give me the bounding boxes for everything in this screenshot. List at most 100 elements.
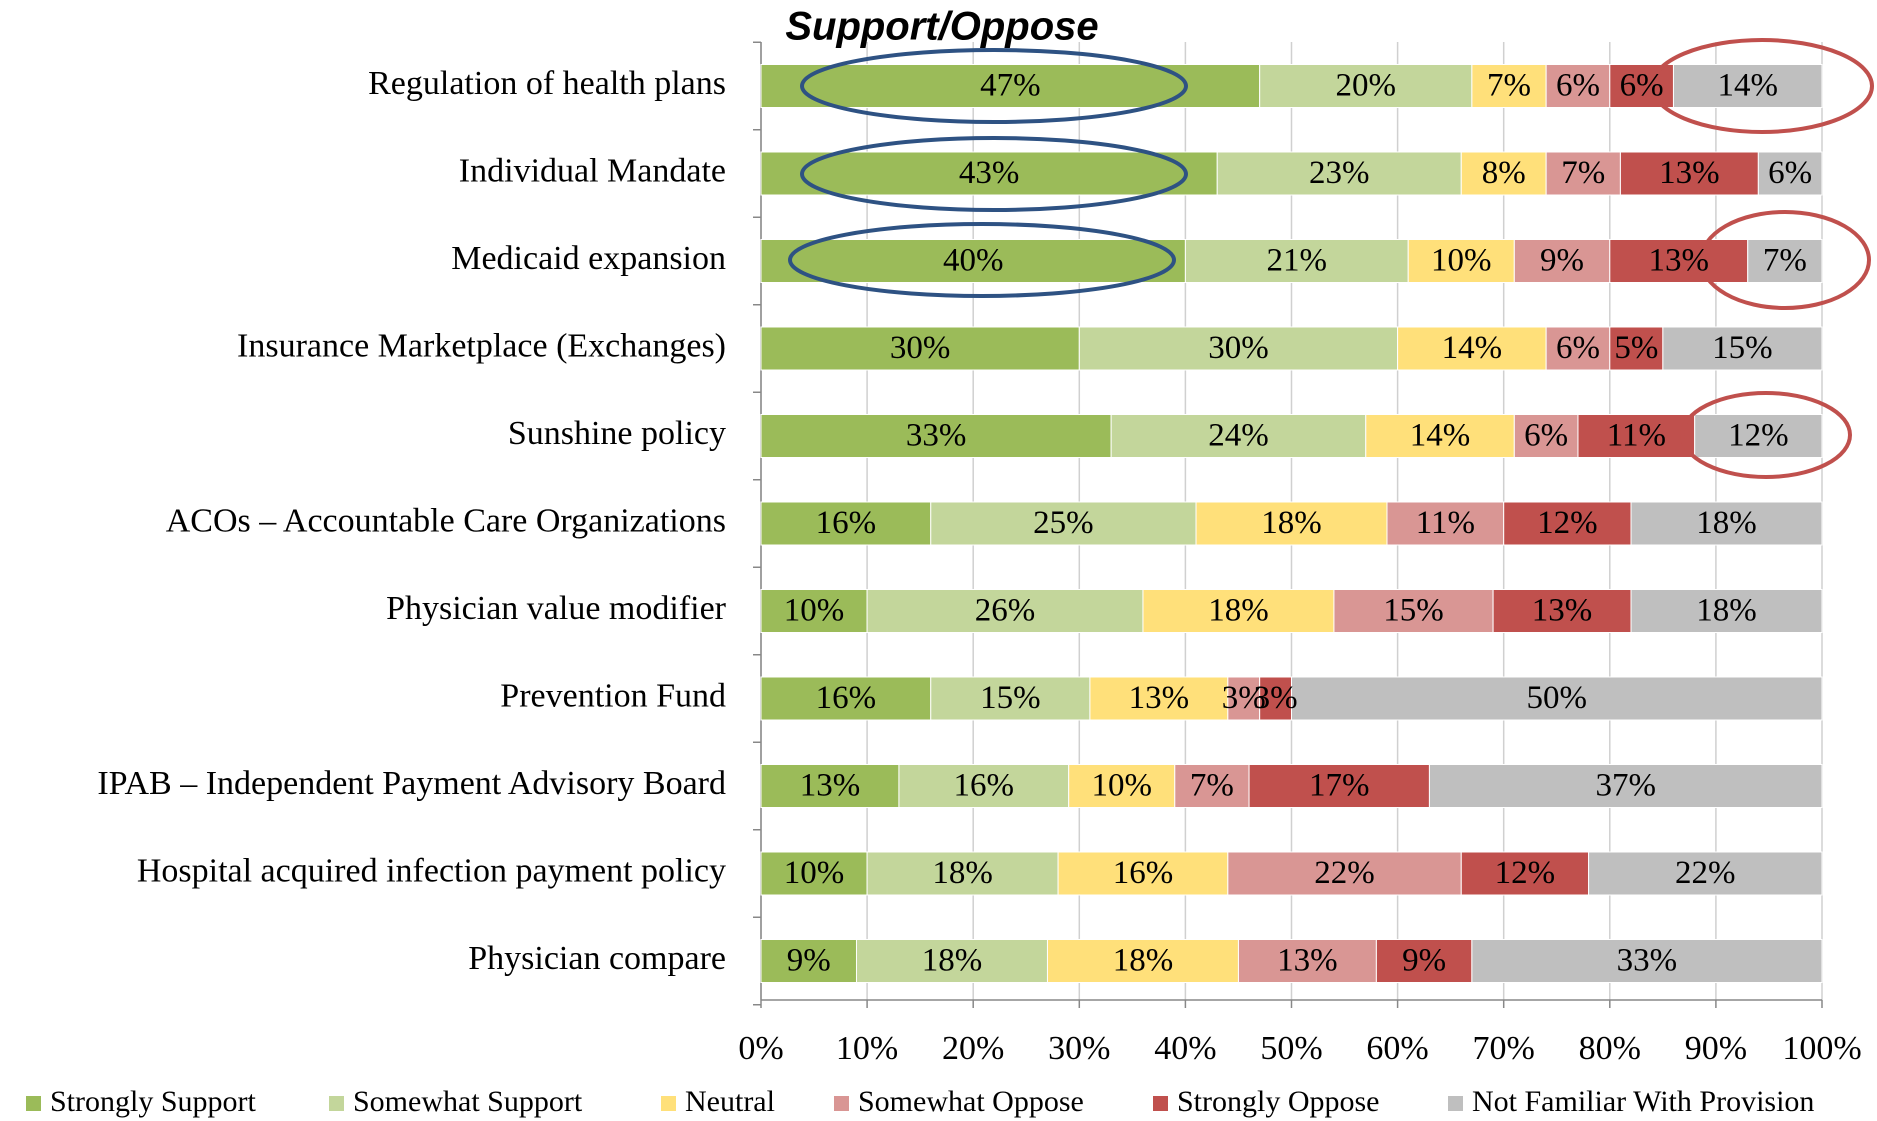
y-tick-label: Physician compare (468, 940, 726, 977)
bar-segment (1630, 589, 1823, 633)
bar-segment (1545, 151, 1621, 196)
bars (760, 64, 1823, 983)
data-label: 18% (922, 943, 983, 979)
data-label: 10% (1091, 768, 1152, 804)
data-label: 7% (1487, 68, 1531, 104)
data-label: 15% (980, 680, 1041, 716)
y-tick-label: Prevention Fund (500, 677, 726, 714)
bar-segment (760, 589, 868, 633)
bar-segment (1237, 939, 1377, 983)
data-label: 5% (1614, 330, 1658, 366)
data-label: 10% (1431, 243, 1492, 279)
data-label: 23% (1309, 155, 1370, 191)
legend-label: Neutral (685, 1085, 775, 1118)
data-label: 22% (1314, 855, 1375, 891)
x-tick-label: 20% (942, 1030, 1004, 1067)
x-tick-label: 90% (1685, 1030, 1747, 1067)
bar-segment (1630, 501, 1823, 546)
bar-segment (1460, 851, 1590, 896)
data-label: 13% (1277, 943, 1338, 979)
data-label: 16% (1113, 855, 1174, 891)
y-tick-label: Insurance Marketplace (Exchanges) (237, 327, 726, 364)
data-label: 47% (980, 68, 1041, 104)
bar-segment (1259, 676, 1293, 721)
bar-segment (1227, 851, 1462, 896)
legend-label: Strongly Support (50, 1085, 257, 1118)
data-label: 3% (1222, 680, 1266, 716)
y-tick-label: Medicaid expansion (451, 240, 726, 277)
highlight-ellipse (1699, 210, 1871, 310)
data-label: 6% (1556, 330, 1600, 366)
bar-segment (1672, 64, 1823, 108)
data-label: 9% (787, 943, 831, 979)
bar-segment (1609, 239, 1749, 283)
highlight-ellipse (1650, 38, 1874, 134)
data-label: 7% (1561, 155, 1605, 191)
data-label: 15% (1712, 330, 1773, 366)
bar-segment (760, 501, 932, 546)
x-tick-label: 0% (738, 1030, 783, 1067)
bar-segment (1747, 239, 1823, 283)
bar-segment (1545, 64, 1611, 108)
y-tick-label: Hospital acquired infection payment poli… (137, 852, 726, 889)
highlight-ellipse (788, 222, 1176, 298)
bar-segment (930, 501, 1197, 546)
bar-segment (1089, 676, 1229, 721)
bar-segment (1609, 326, 1664, 371)
legend-swatch (834, 1096, 849, 1111)
x-tick-label: 100% (1782, 1030, 1861, 1067)
bar-segment (1471, 64, 1547, 108)
x-tick-label: 30% (1048, 1030, 1110, 1067)
legend-label: Somewhat Support (353, 1085, 583, 1118)
data-label: 3% (1254, 680, 1298, 716)
data-label: 13% (1532, 593, 1593, 629)
data-label: 16% (816, 680, 877, 716)
bar-segment (760, 676, 932, 721)
annotations (788, 38, 1874, 479)
data-label: 16% (954, 768, 1015, 804)
x-tick-label: 10% (836, 1030, 898, 1067)
data-label: 10% (784, 855, 845, 891)
data-label: 6% (1556, 68, 1600, 104)
bar-segment (1291, 676, 1823, 721)
bar-segment (1333, 589, 1494, 633)
bar-segment (1545, 326, 1611, 371)
y-tick-label: Individual Mandate (459, 152, 726, 189)
data-label: 10% (784, 593, 845, 629)
bar-segment (1195, 501, 1388, 546)
chart-title: Support/Oppose (785, 5, 1098, 49)
data-label: 14% (1717, 68, 1778, 104)
data-label: 30% (1208, 330, 1269, 366)
data-label: 15% (1383, 593, 1444, 629)
bar-segment (1757, 151, 1823, 196)
bar-segment (760, 239, 1186, 283)
bar-segment (866, 589, 1144, 633)
bar-segment (1259, 64, 1473, 108)
bar-segment (1365, 414, 1515, 458)
bar-segment (1375, 939, 1473, 983)
data-label: 6% (1524, 418, 1568, 454)
data-label: 18% (1208, 593, 1269, 629)
bar-segment (1471, 939, 1823, 983)
legend-label: Strongly Oppose (1177, 1085, 1380, 1118)
legend-swatch (1448, 1096, 1463, 1111)
data-label: 18% (1696, 505, 1757, 541)
legend-label: Not Familiar With Provision (1472, 1085, 1814, 1118)
data-label: 24% (1208, 418, 1269, 454)
y-tick-label: Sunshine policy (508, 415, 726, 452)
data-label: 33% (906, 418, 967, 454)
data-label: 18% (1261, 505, 1322, 541)
data-label: 13% (1649, 243, 1710, 279)
bar-segment (760, 326, 1080, 371)
x-tick-label: 60% (1366, 1030, 1428, 1067)
data-label: 20% (1336, 68, 1397, 104)
y-tick-label: IPAB – Independent Payment Advisory Boar… (97, 765, 726, 802)
y-tick-label: ACOs – Accountable Care Organizations (166, 502, 726, 539)
data-label: 30% (890, 330, 951, 366)
bar-segment (866, 851, 1059, 896)
data-label: 40% (943, 243, 1004, 279)
highlight-ellipse (800, 48, 1188, 124)
x-tick-label: 40% (1154, 1030, 1216, 1067)
data-label: 12% (1495, 855, 1556, 891)
